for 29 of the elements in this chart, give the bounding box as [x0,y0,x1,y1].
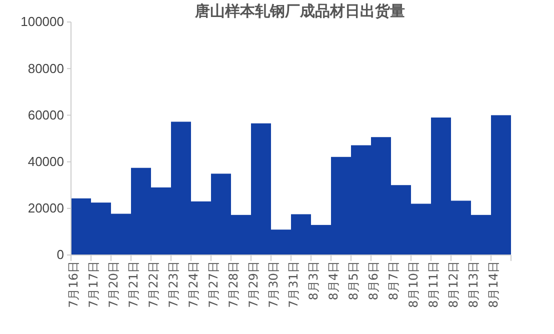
x-tick-label: 7月22日 [146,261,160,308]
x-tick-label: 8月4日 [326,261,340,300]
y-tick-label: 100000 [20,14,64,30]
y-tick-label: 20000 [28,200,64,216]
y-tick-label: 60000 [28,107,64,122]
x-tick-label: 7月31日 [286,261,300,308]
x-tick-label: 8月5日 [346,261,360,300]
x-tick-label: 8月12日 [446,261,460,308]
y-tick-label: 80000 [28,60,64,76]
x-tick-label: 7月30日 [266,261,280,308]
y-tick-label: 0 [56,247,64,262]
x-tick-label: 8月10日 [406,261,420,308]
x-tick-label: 7月28日 [226,261,240,308]
x-tick-label: 8月6日 [366,261,380,300]
x-tick-label: 7月29日 [246,261,260,308]
x-tick-label: 7月17日 [86,261,100,308]
x-tick-label: 7月16日 [66,261,80,308]
x-tick-label: 7月20日 [106,261,120,308]
x-tick-label: 8月14日 [486,261,500,308]
x-tick-label: 8月3日 [306,261,320,300]
x-tick-label: 8月11日 [426,261,440,308]
y-tick-label: 40000 [28,154,64,169]
x-tick-label: 7月24日 [186,261,200,308]
x-tick-label: 8月13日 [466,261,480,308]
x-tick-label: 7月27日 [206,261,220,308]
x-tick-label: 7月21日 [126,261,140,308]
x-tick-label: 7月23日 [166,261,180,308]
chart-title: 唐山样本轧钢厂成品材日出货量 [194,2,405,20]
x-tick-label: 8月7日 [386,261,400,300]
